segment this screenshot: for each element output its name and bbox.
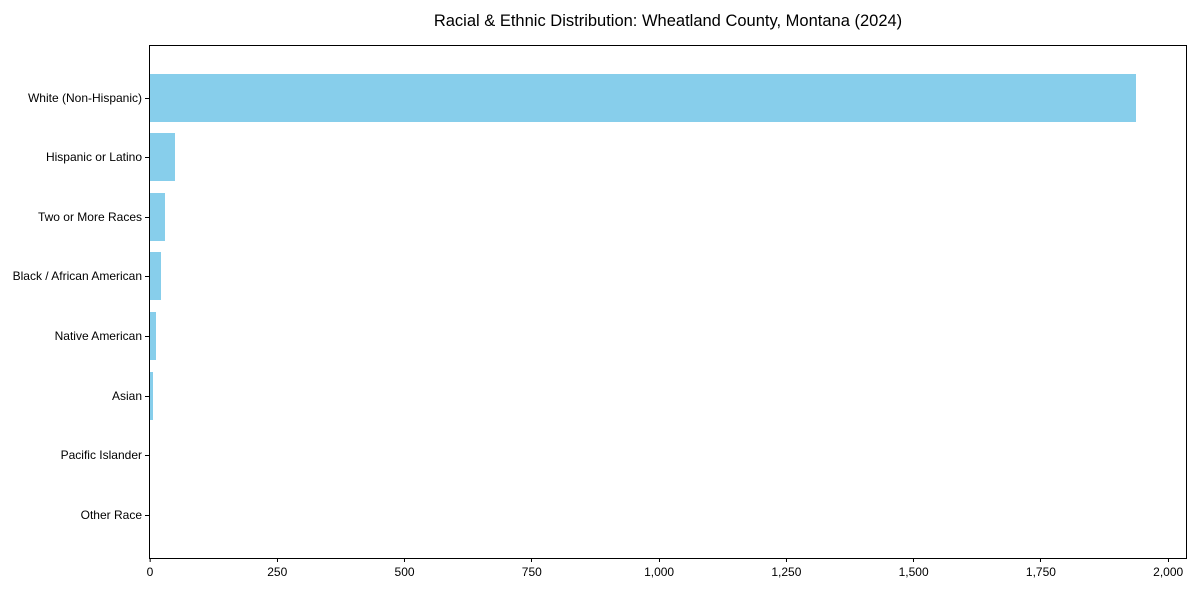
chart-row: Other Race xyxy=(81,485,1186,545)
plot-area: White (Non-Hispanic) Hispanic or Latino Tw… xyxy=(13,45,1187,579)
bar xyxy=(150,192,165,241)
x-axis-tick-label: 0 xyxy=(146,565,154,579)
x-axis-tick: 1,500 xyxy=(899,558,929,579)
y-axis-tick xyxy=(145,97,149,99)
x-axis-tick-label: 1,250 xyxy=(771,565,802,579)
x-axis-tick-mark xyxy=(1167,558,1169,562)
bar xyxy=(150,133,176,182)
x-axis-tick-label: 1,750 xyxy=(1025,565,1056,579)
x-axis-tick-label: 250 xyxy=(267,565,288,579)
y-axis-label: Hispanic or Latino xyxy=(45,150,142,165)
x-axis-tick: 0 xyxy=(146,558,154,579)
chart-title: Racial & Ethnic Distribution: Wheatland … xyxy=(433,12,903,30)
x-axis-tick: 1,250 xyxy=(771,558,801,579)
x-axis-tick-label: 500 xyxy=(394,565,415,579)
y-axis-label: Other Race xyxy=(80,507,142,522)
chart-row: Two or More Races xyxy=(38,187,1186,247)
y-axis-tick xyxy=(145,455,149,457)
x-axis-tick-mark xyxy=(785,558,787,562)
y-axis-label: Pacific Islander xyxy=(60,448,142,463)
y-axis-label: Black / African American xyxy=(12,269,142,284)
bar xyxy=(150,312,157,361)
x-axis-tick-label: 1,500 xyxy=(898,565,929,579)
x-axis-tick-mark xyxy=(404,558,406,562)
y-axis-tick xyxy=(145,276,149,278)
y-axis-tick xyxy=(145,514,149,516)
chart-row: Native American xyxy=(55,306,1186,366)
bar xyxy=(150,73,1137,122)
x-axis-tick-mark xyxy=(913,558,915,562)
x-axis-tick-mark xyxy=(276,558,278,562)
x-axis: 0 250 500 750 1,000 1,250 1,500 1,750 2,000 xyxy=(146,558,1186,592)
y-axis-label: Asian xyxy=(111,388,142,403)
y-axis-label: White (Non-Hispanic) xyxy=(27,90,142,105)
x-axis-tick-label: 2,000 xyxy=(1153,565,1184,579)
y-axis-tick xyxy=(145,395,149,397)
chart-row: Hispanic or Latino xyxy=(46,128,1186,188)
bars-layer: White (Non-Hispanic) Hispanic or Latino Tw… xyxy=(13,46,1186,558)
chart-row: Pacific Islander xyxy=(61,426,1186,486)
bar xyxy=(150,252,161,301)
x-axis-tick: 2,000 xyxy=(1153,558,1183,579)
bar xyxy=(150,371,154,420)
x-axis-tick-mark xyxy=(531,558,533,562)
x-axis-tick: 750 xyxy=(522,558,542,579)
y-axis-tick xyxy=(145,216,149,218)
x-axis-tick-mark xyxy=(149,558,151,562)
y-axis-tick xyxy=(145,336,149,338)
x-axis-tick: 500 xyxy=(395,558,415,579)
x-axis-tick: 250 xyxy=(267,558,287,579)
x-axis-tick-mark xyxy=(658,558,660,562)
y-axis-label: Two or More Races xyxy=(37,209,142,224)
x-axis-tick: 1,750 xyxy=(1026,558,1056,579)
chart-row: White (Non-Hispanic) xyxy=(28,68,1186,128)
chart-row: Asian xyxy=(112,366,1186,426)
x-axis-tick: 1,000 xyxy=(644,558,674,579)
y-axis-label: Native American xyxy=(54,329,142,344)
x-axis-tick-label: 750 xyxy=(521,565,542,579)
x-axis-tick-label: 1,000 xyxy=(644,565,675,579)
x-axis-tick-mark xyxy=(1040,558,1042,562)
y-axis-tick xyxy=(145,157,149,159)
chart-row: Black / African American xyxy=(13,247,1186,307)
